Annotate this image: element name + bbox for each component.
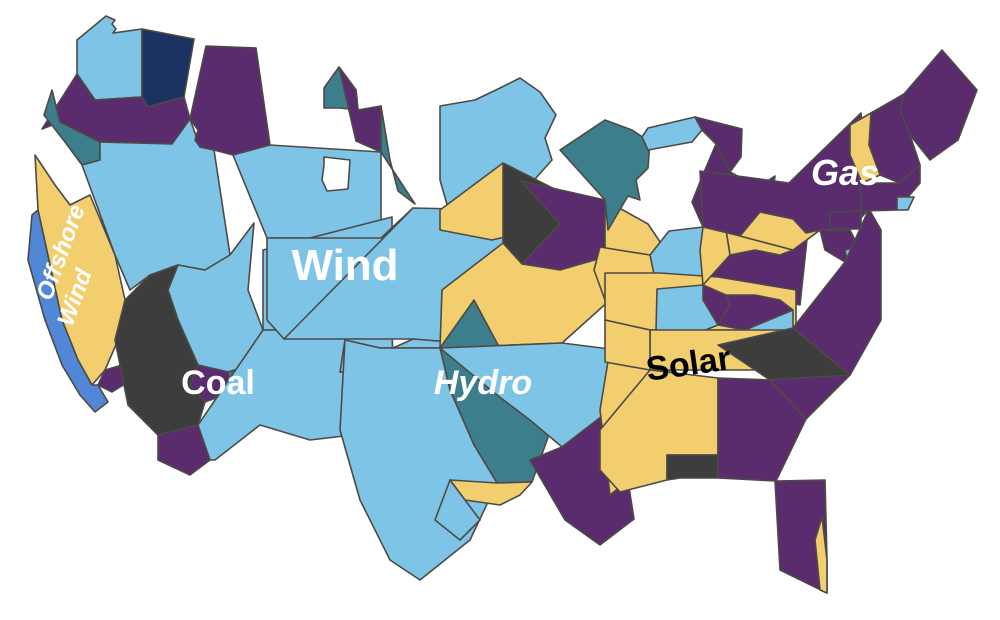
svg-text:Wind: Wind	[291, 241, 398, 290]
svg-text:Gas: Gas	[811, 152, 879, 193]
svg-text:Hydro: Hydro	[434, 364, 532, 402]
svg-text:Coal: Coal	[181, 364, 255, 402]
